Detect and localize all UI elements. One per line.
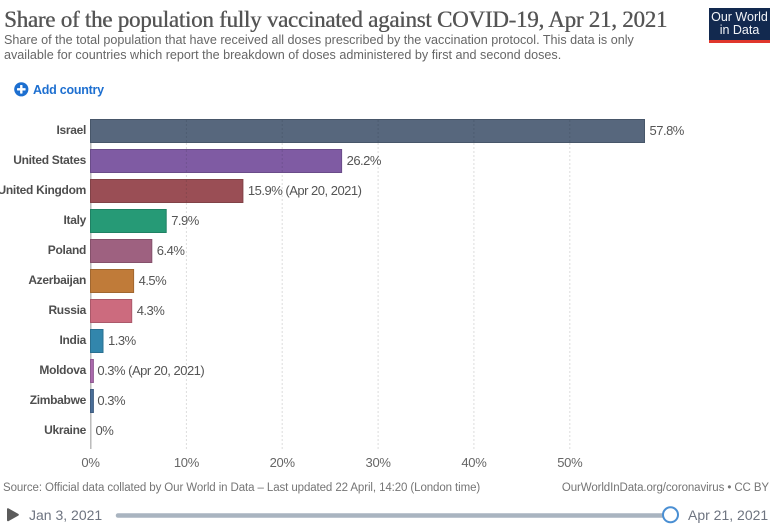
svg-text:Zimbabwe: Zimbabwe [30,393,87,407]
svg-text:7.9%: 7.9% [171,213,200,228]
svg-text:0%: 0% [81,455,100,470]
svg-text:United States: United States [13,153,86,167]
svg-text:Russia: Russia [48,303,86,317]
svg-text:India: India [59,333,86,347]
svg-text:Moldova: Moldova [39,363,86,377]
svg-text:40%: 40% [461,455,487,470]
svg-text:0%: 0% [96,423,115,438]
svg-text:0.3%: 0.3% [97,393,126,408]
svg-text:50%: 50% [557,455,583,470]
svg-text:Azerbaijan: Azerbaijan [28,273,86,287]
svg-text:30%: 30% [366,455,392,470]
svg-text:10%: 10% [174,455,200,470]
svg-text:20%: 20% [270,455,296,470]
svg-text:6.4%: 6.4% [157,243,186,258]
svg-text:0.3% (Apr 20, 2021): 0.3% (Apr 20, 2021) [97,363,204,378]
svg-text:1.3%: 1.3% [108,333,137,348]
svg-text:Ukraine: Ukraine [44,423,87,437]
svg-text:26.2%: 26.2% [347,153,382,168]
svg-text:4.3%: 4.3% [137,303,166,318]
svg-text:4.5%: 4.5% [139,273,168,288]
svg-text:15.9% (Apr 20, 2021): 15.9% (Apr 20, 2021) [248,183,362,198]
svg-text:Israel: Israel [56,123,86,137]
svg-text:United Kingdom: United Kingdom [0,183,86,197]
svg-text:Poland: Poland [48,243,86,257]
svg-text:57.8%: 57.8% [650,123,685,138]
svg-text:Italy: Italy [63,213,86,227]
